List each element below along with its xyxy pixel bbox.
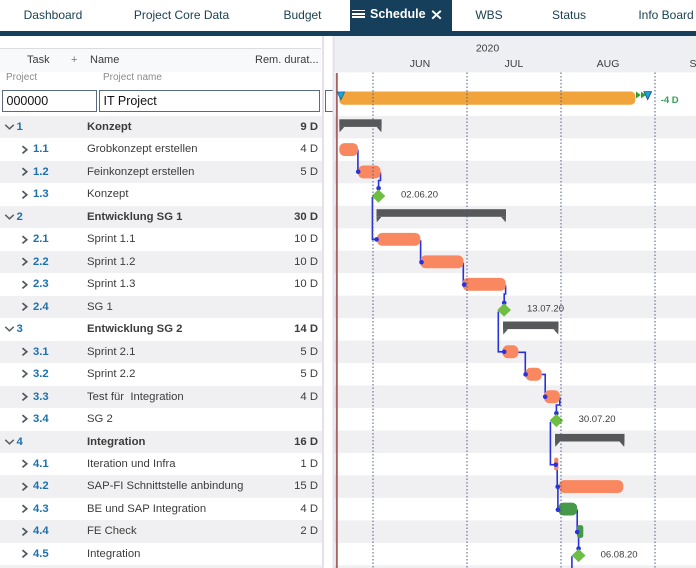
- svg-text:13.07.20: 13.07.20: [527, 303, 564, 314]
- svg-text:02.06.20: 02.06.20: [401, 189, 438, 200]
- svg-text:AUG: AUG: [597, 58, 620, 70]
- svg-text:2020: 2020: [476, 42, 500, 54]
- svg-text:-4 D: -4 D: [661, 95, 679, 106]
- svg-text:JUN: JUN: [410, 58, 430, 70]
- svg-text:SEP: SEP: [689, 58, 696, 70]
- svg-text:06.08.20: 06.08.20: [601, 549, 638, 560]
- svg-text:30.07.20: 30.07.20: [579, 414, 616, 425]
- svg-text:JUL: JUL: [505, 58, 524, 70]
